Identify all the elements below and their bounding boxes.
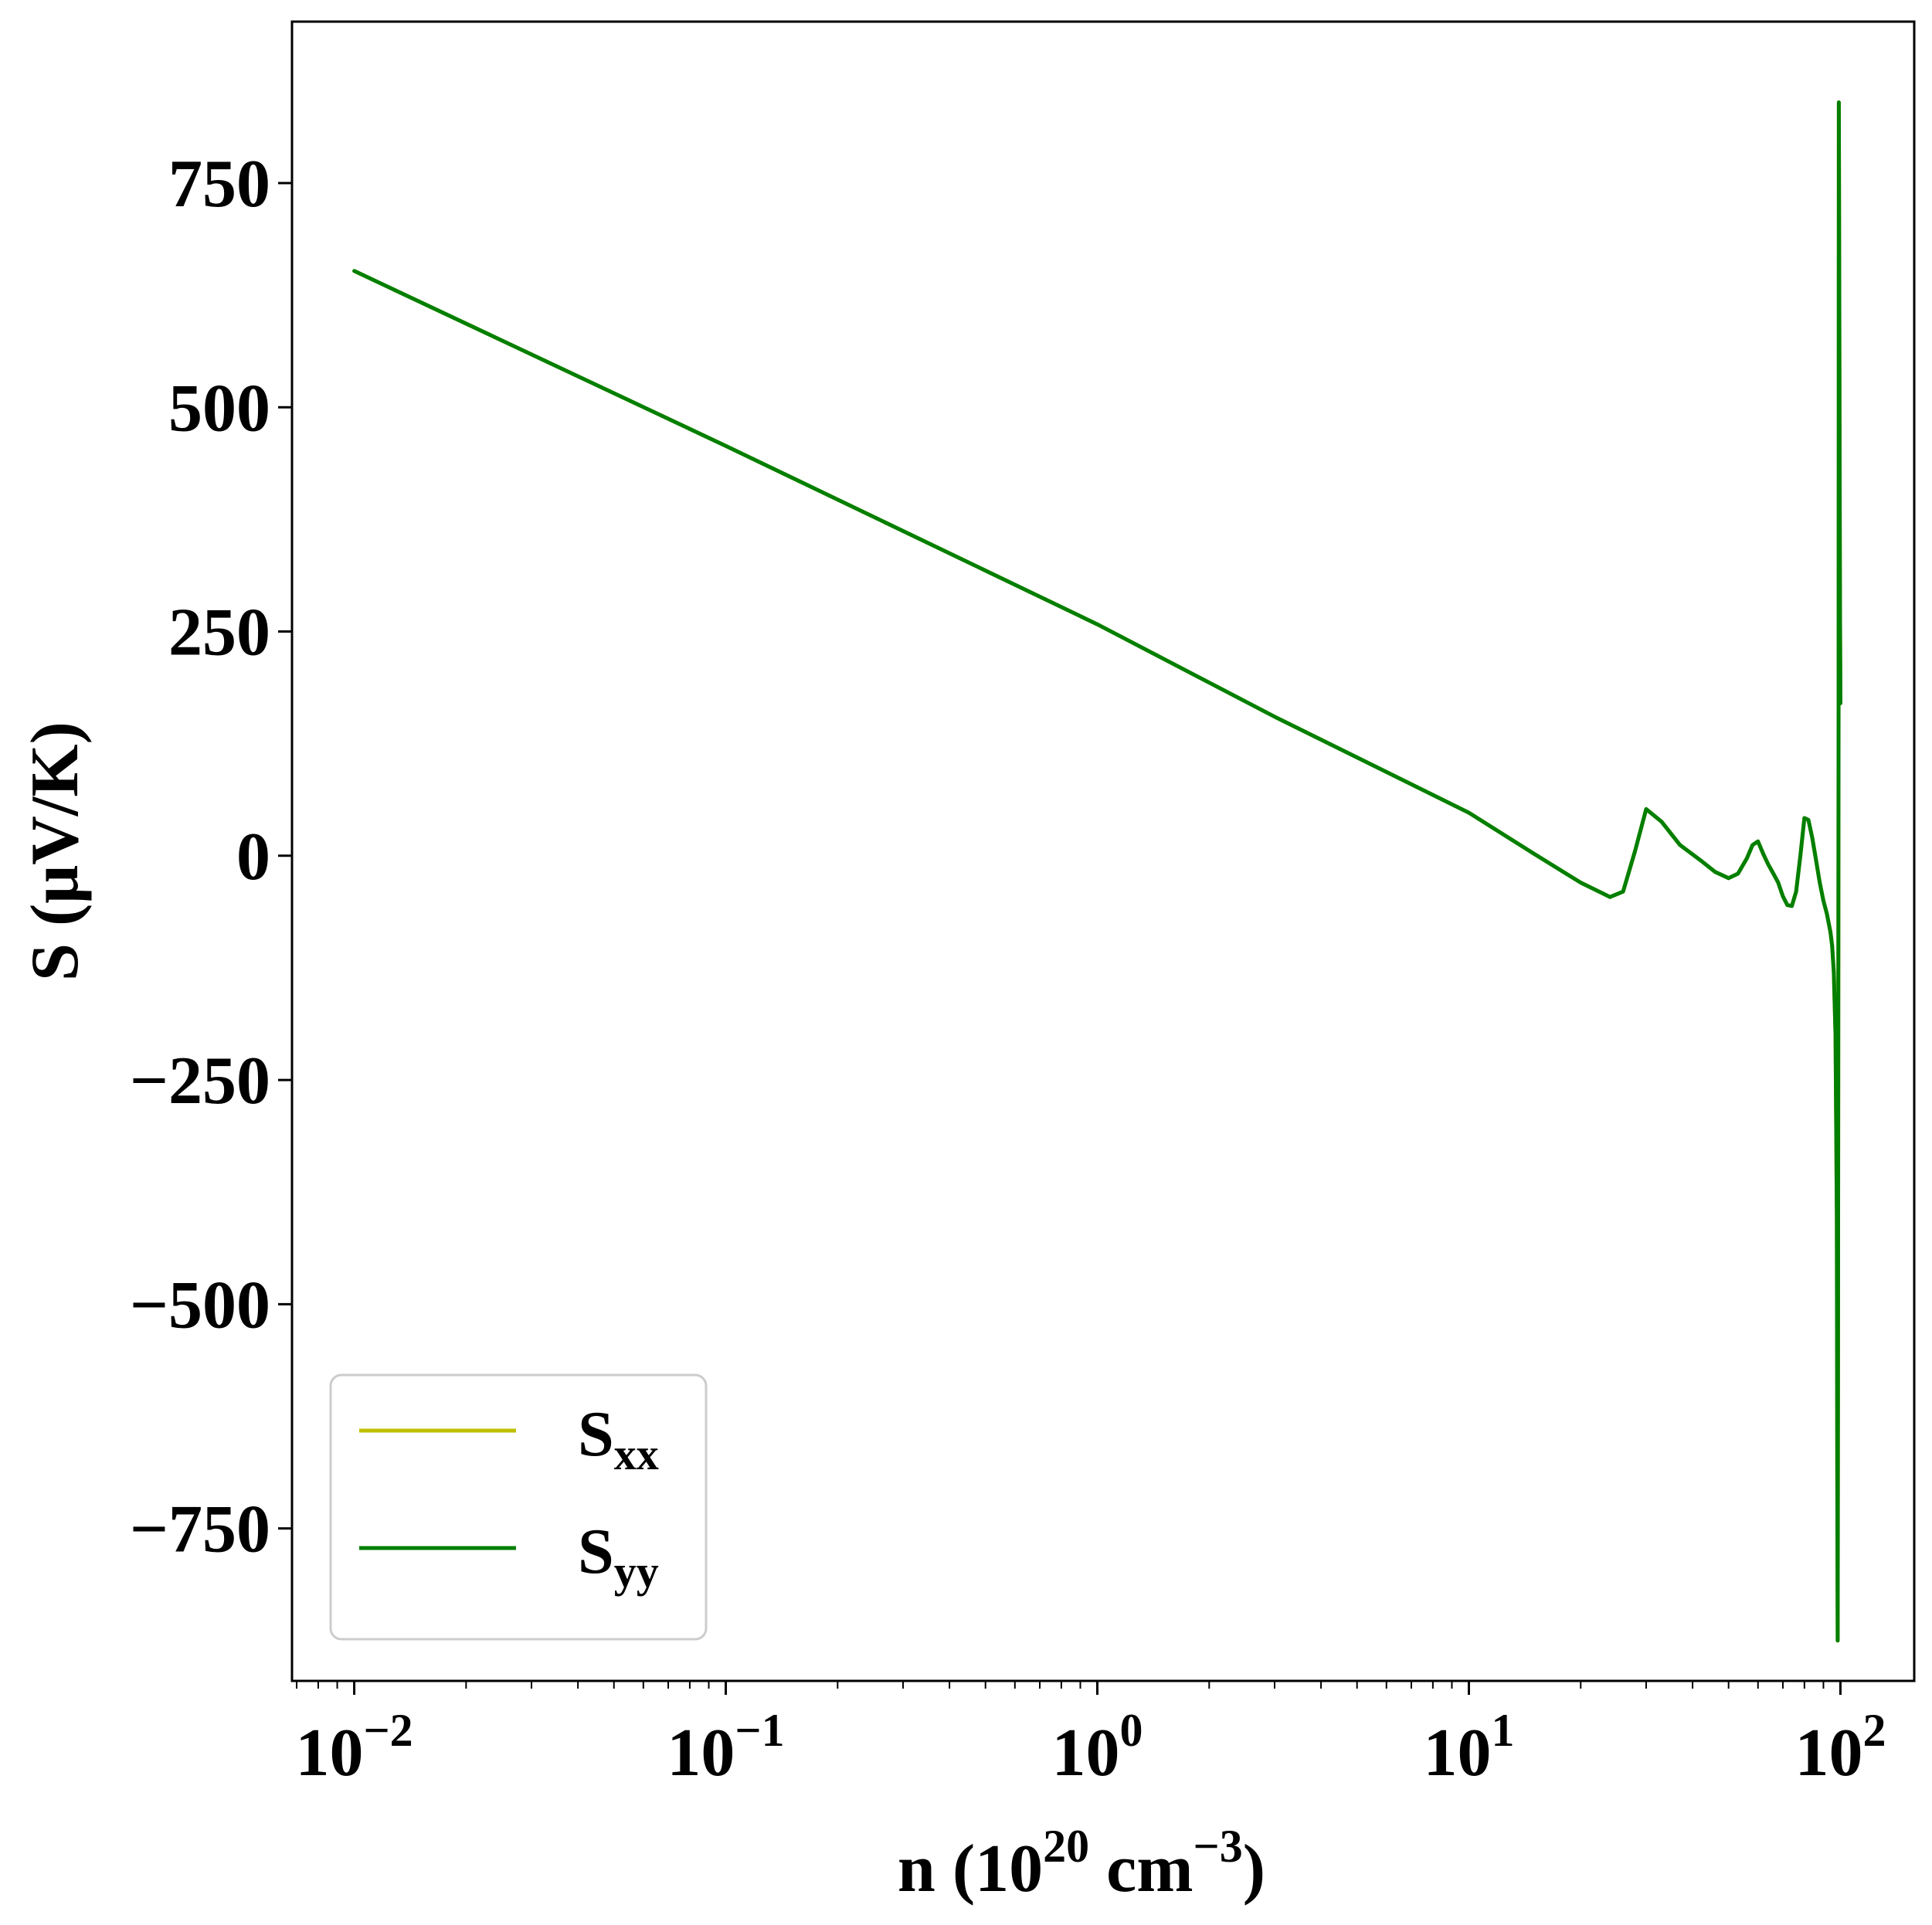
y-tick-label: 750 bbox=[168, 147, 270, 222]
x-axis-label-tail: ) bbox=[1243, 1832, 1265, 1906]
x-tick-label-base: 10 bbox=[1794, 1716, 1862, 1791]
legend-label-syy: Syy bbox=[578, 1516, 659, 1597]
x-tick-label: 10−1 bbox=[667, 1705, 784, 1791]
x-tick-label-exp: 1 bbox=[1491, 1705, 1514, 1756]
y-axis-label: S (μV/K) bbox=[18, 721, 93, 981]
x-axis-label: n (1020 cm−3) bbox=[898, 1821, 1265, 1906]
series-line-yy bbox=[352, 100, 1842, 1643]
legend-label-syy-main: S bbox=[578, 1516, 614, 1587]
x-tick-label-exp: 2 bbox=[1862, 1705, 1886, 1756]
legend-label-sxx-sub: xx bbox=[614, 1429, 659, 1479]
axis-ticks bbox=[278, 182, 1842, 1695]
y-tick-labels: −750 −500 −250 0 250 500 750 bbox=[130, 147, 270, 1567]
x-tick-label-exp: 0 bbox=[1120, 1705, 1143, 1756]
series-lines bbox=[352, 100, 1842, 1643]
x-tick-label-base: 10 bbox=[295, 1716, 363, 1791]
x-tick-label-base: 10 bbox=[1052, 1716, 1120, 1791]
x-tick-label-base: 10 bbox=[1423, 1716, 1491, 1791]
legend: Sxx Syy bbox=[329, 1373, 708, 1641]
x-tick-label: 102 bbox=[1794, 1705, 1886, 1791]
x-tick-label-exp: −1 bbox=[735, 1705, 784, 1756]
y-tick-label: 0 bbox=[236, 820, 270, 895]
plot-frame bbox=[290, 20, 1916, 1682]
x-axis-label-base: n (10 bbox=[898, 1832, 1043, 1906]
x-axis-label-exp1: 20 bbox=[1043, 1821, 1089, 1872]
x-tick-label-exp: −2 bbox=[363, 1705, 413, 1756]
x-tick-label: 100 bbox=[1052, 1705, 1143, 1791]
x-tick-labels: 10−2 10−1 100 101 102 bbox=[295, 1705, 1886, 1791]
legend-box bbox=[329, 1373, 708, 1641]
x-axis-label-exp2: −3 bbox=[1193, 1821, 1243, 1872]
legend-label-sxx: Sxx bbox=[578, 1398, 659, 1479]
x-minor-ticks bbox=[296, 1681, 1825, 1689]
x-axis-label-mid: cm bbox=[1089, 1832, 1193, 1906]
y-tick-label: −750 bbox=[130, 1492, 270, 1567]
y-tick-label: 500 bbox=[168, 371, 270, 446]
legend-label-syy-sub: yy bbox=[614, 1546, 659, 1597]
y-tick-label: −500 bbox=[130, 1268, 270, 1343]
legend-label-sxx-main: S bbox=[578, 1398, 614, 1470]
y-tick-label: −250 bbox=[130, 1044, 270, 1119]
x-tick-label: 101 bbox=[1423, 1705, 1514, 1791]
x-tick-label-base: 10 bbox=[667, 1716, 735, 1791]
y-tick-label: 250 bbox=[168, 596, 270, 671]
x-tick-label: 10−2 bbox=[295, 1705, 413, 1791]
